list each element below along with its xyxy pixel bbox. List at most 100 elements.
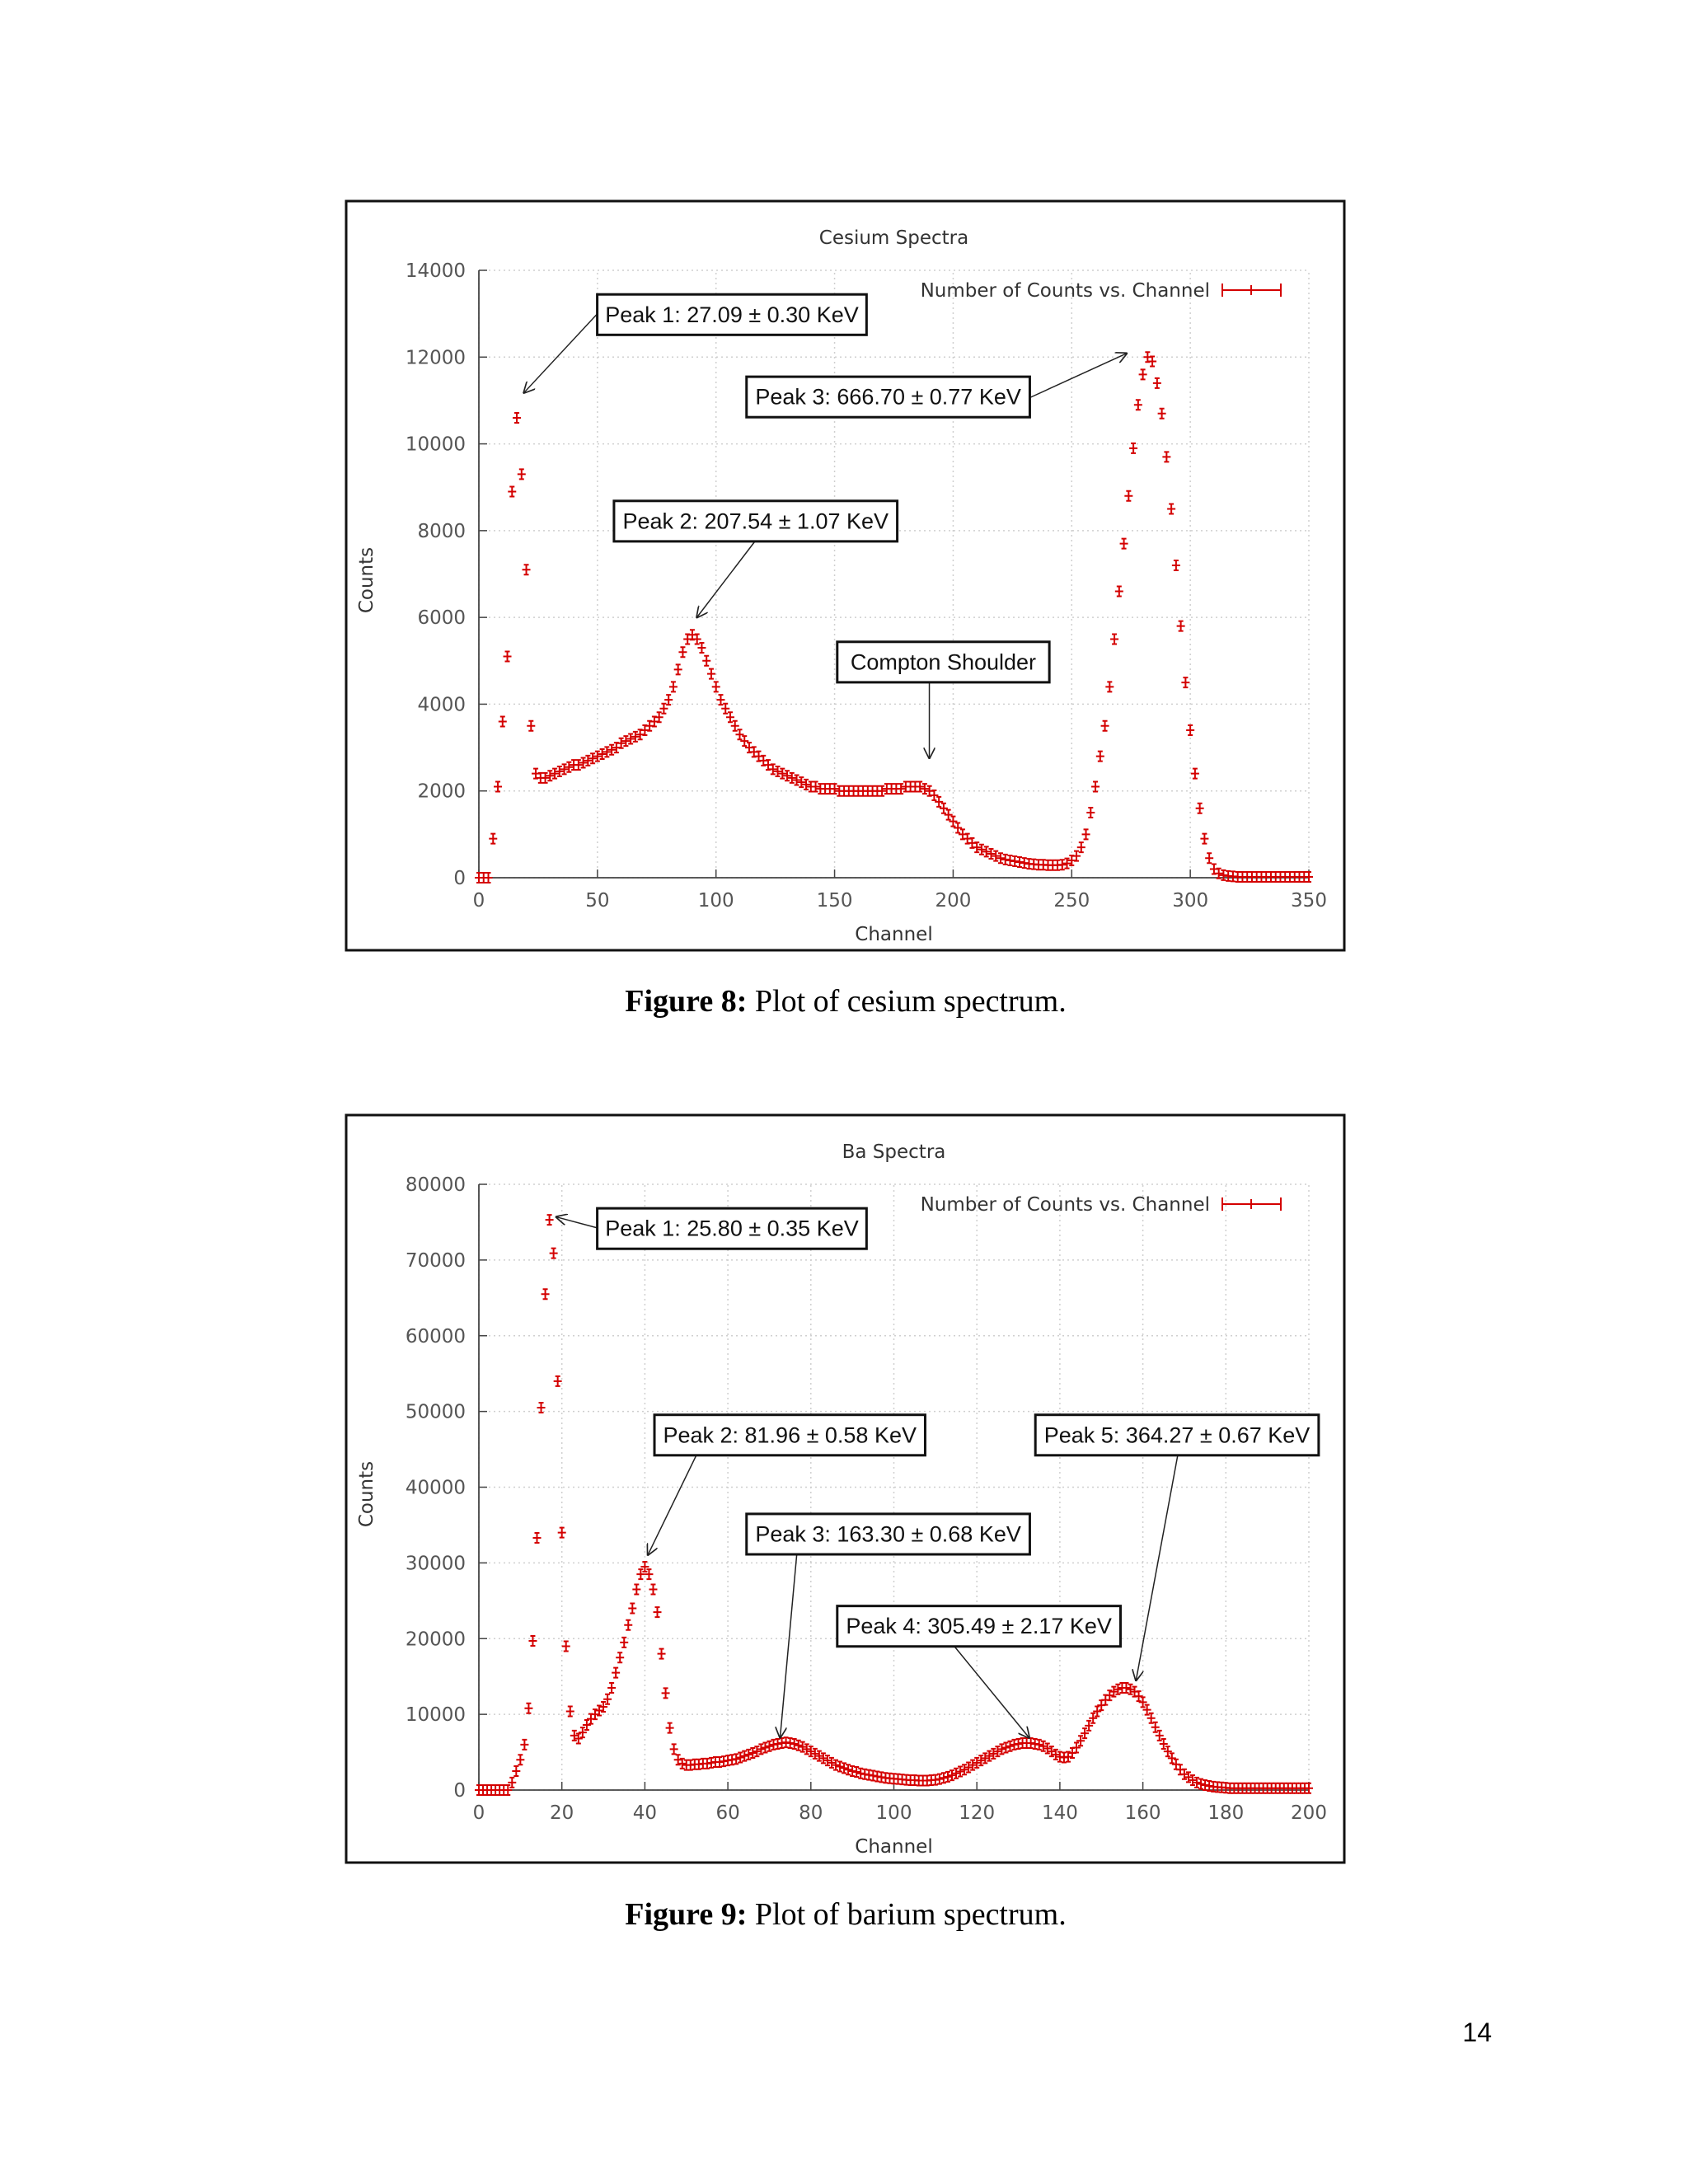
data-point — [516, 1754, 525, 1766]
data-point — [1076, 1735, 1085, 1747]
y-axis-label: Counts — [356, 1461, 377, 1527]
annotation-box — [745, 375, 1031, 419]
data-point — [987, 848, 996, 860]
data-point — [561, 1640, 570, 1652]
data-point — [1043, 859, 1053, 871]
data-point — [1072, 1741, 1081, 1754]
annotation: Peak 4: 305.49 ± 2.17 KeV — [846, 1614, 1112, 1638]
data-point — [1217, 1781, 1226, 1793]
legend-label: Number of Counts vs. Channel — [921, 1194, 1210, 1216]
data-point — [1205, 1779, 1214, 1792]
y-tick-label: 60000 — [406, 1326, 466, 1347]
data-point — [878, 785, 887, 797]
annotation: Compton Shoulder — [851, 649, 1036, 674]
data-point — [757, 1743, 766, 1755]
annotation: Peak 1: 27.09 ± 0.30 KeV — [605, 302, 859, 327]
data-point — [728, 1754, 737, 1766]
data-point — [996, 852, 1005, 865]
data-point — [1047, 1746, 1056, 1758]
data-point — [735, 729, 744, 741]
data-point — [730, 719, 739, 732]
data-point — [997, 1743, 1006, 1755]
data-point — [835, 785, 844, 797]
data-point — [536, 771, 545, 784]
y-axis-label: Counts — [356, 547, 377, 613]
data-point — [1238, 1782, 1247, 1794]
data-point — [645, 1568, 654, 1581]
data-point — [1238, 870, 1247, 883]
data-point — [1263, 1782, 1272, 1794]
data-point — [865, 1769, 874, 1781]
y-tick-label: 0 — [453, 1780, 466, 1802]
data-point — [844, 785, 853, 797]
data-point — [802, 778, 811, 790]
data-point — [944, 808, 953, 821]
x-tick-label: 200 — [1291, 1802, 1327, 1824]
data-point — [1209, 1780, 1218, 1793]
data-point — [759, 754, 768, 766]
data-point — [1138, 1696, 1147, 1708]
data-point — [1063, 1750, 1072, 1763]
data-point — [740, 1750, 749, 1762]
data-point — [517, 468, 526, 480]
data-point — [914, 1774, 923, 1787]
data-point — [1010, 1738, 1019, 1750]
data-point — [753, 1746, 762, 1758]
data-point — [665, 1722, 674, 1734]
data-point — [778, 767, 787, 780]
x-tick-label: 200 — [935, 890, 971, 912]
data-point — [545, 1214, 554, 1226]
data-point — [1205, 852, 1214, 865]
data-point — [1242, 1782, 1251, 1794]
data-point — [1001, 853, 1010, 865]
data-point — [483, 1784, 492, 1796]
data-point — [578, 1727, 587, 1739]
data-point — [527, 719, 536, 732]
data-point — [586, 1713, 595, 1725]
data-point — [1034, 859, 1043, 871]
data-point — [1167, 1752, 1176, 1765]
data-point — [761, 1741, 770, 1754]
data-point — [1171, 1758, 1180, 1770]
data-point — [720, 1755, 729, 1768]
data-point — [1171, 559, 1180, 571]
data-point — [607, 743, 617, 756]
data-point — [836, 1760, 845, 1773]
x-tick-label: 160 — [1125, 1802, 1161, 1824]
data-point — [922, 1774, 931, 1787]
data-point — [748, 1746, 757, 1759]
x-tick-label: 80 — [799, 1802, 823, 1824]
chart: 0 10000 20000 30000 40000 50000 60000 70000 8000… — [345, 1113, 1346, 1864]
y-tick-label: 70000 — [406, 1250, 466, 1272]
caption-label: Figure 8: — [625, 984, 747, 1019]
data-point — [603, 1693, 612, 1705]
data-point — [1281, 870, 1290, 883]
x-tick-label: 50 — [585, 890, 609, 912]
data-point — [1022, 1737, 1031, 1750]
x-tick-label: 100 — [876, 1802, 912, 1824]
data-point — [901, 780, 910, 793]
data-point — [977, 1755, 986, 1767]
data-point — [897, 783, 906, 795]
x-tick-label: 120 — [959, 1802, 995, 1824]
data-point — [1114, 585, 1123, 598]
data-point — [555, 766, 564, 778]
data-point — [520, 1738, 529, 1750]
data-point — [982, 846, 991, 858]
data-point — [902, 1774, 911, 1786]
y-tick-label: 14000 — [406, 260, 466, 282]
data-point — [939, 1772, 948, 1784]
data-point — [1159, 1737, 1168, 1750]
data-point — [949, 815, 958, 827]
data-point — [1076, 841, 1085, 854]
data-point — [1201, 1779, 1210, 1792]
data-point — [1175, 1764, 1184, 1776]
data-point — [1124, 490, 1133, 502]
data-point — [956, 1765, 965, 1778]
data-point — [590, 1708, 599, 1721]
data-point — [669, 1743, 678, 1755]
page-number: 14 — [1462, 2018, 1492, 2047]
data-point — [1290, 870, 1299, 883]
annotation-box — [836, 640, 1051, 684]
y-tick-label: 2000 — [417, 781, 466, 803]
